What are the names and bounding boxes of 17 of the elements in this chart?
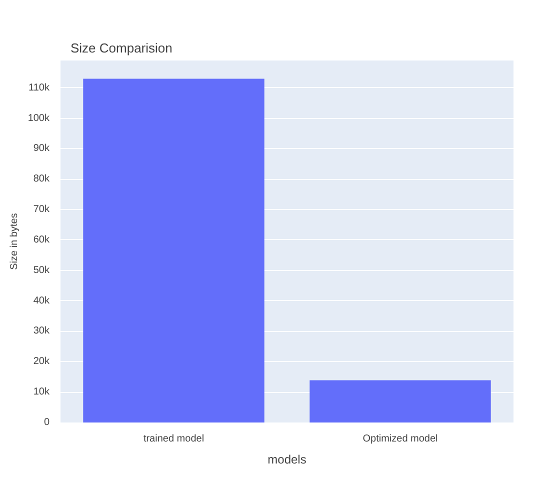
chart-title: Size Comparision bbox=[70, 40, 172, 56]
y-tick-label: 10k bbox=[33, 386, 50, 398]
y-tick-label: 0 bbox=[44, 417, 50, 428]
y-tick-label: 50k bbox=[33, 264, 50, 276]
y-tick-label: 100k bbox=[28, 112, 50, 124]
y-tick-label: 80k bbox=[33, 174, 50, 185]
y-tick-label: 30k bbox=[33, 326, 50, 337]
x-tick-label: trained model bbox=[143, 434, 204, 444]
y-tick-label: 110k bbox=[28, 82, 50, 94]
y-axis-title: Size in bytes bbox=[8, 213, 20, 270]
y-tick-label: 20k bbox=[33, 356, 50, 368]
x-axis-title: models bbox=[268, 452, 306, 466]
x-tick-label: Optimized model bbox=[362, 434, 438, 444]
y-tick-label: 70k bbox=[33, 204, 50, 216]
y-tick-label: 90k bbox=[33, 143, 50, 154]
y-tick-label: 40k bbox=[33, 295, 50, 306]
y-tick-label: 60k bbox=[33, 234, 50, 246]
